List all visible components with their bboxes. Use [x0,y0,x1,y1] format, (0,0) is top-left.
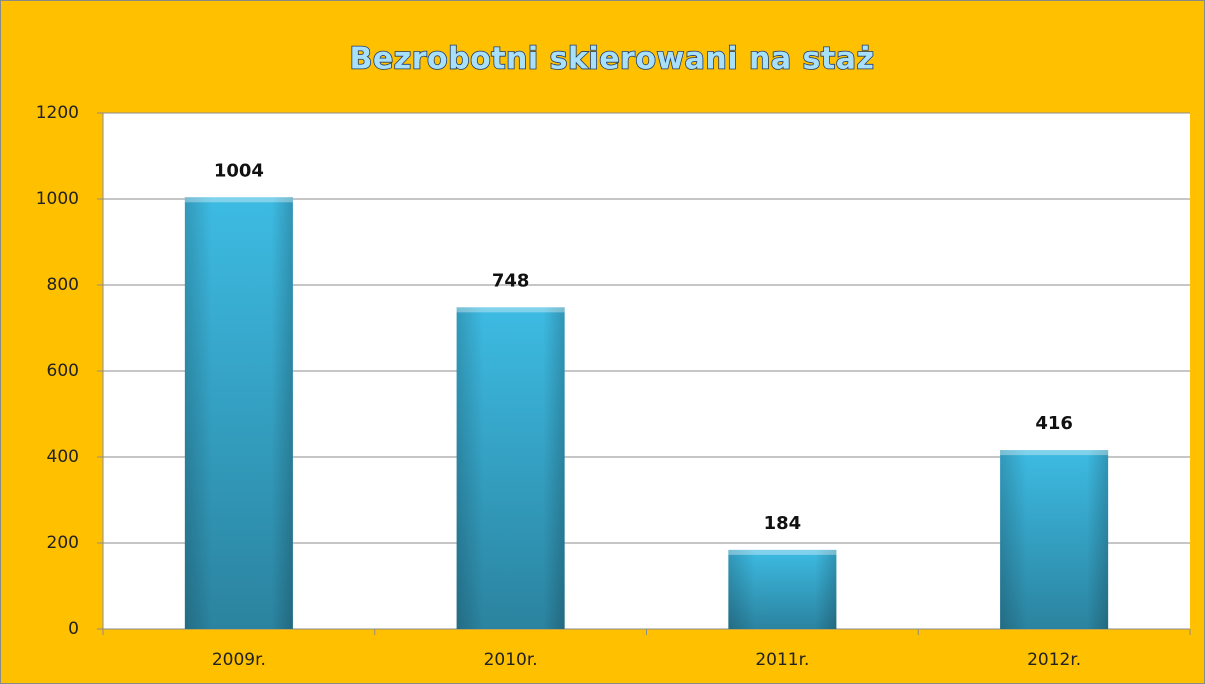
value-label: 416 [1035,413,1073,434]
y-tick-label: 200 [47,533,79,553]
bar-side [1000,450,1109,629]
y-tick-label: 1000 [36,189,79,209]
x-tick-label: 2010r. [484,650,538,670]
y-tick-label: 1200 [36,103,79,123]
y-tick-label: 400 [47,447,79,467]
y-tick-label: 800 [47,275,79,295]
bar-cap [184,197,293,203]
value-label: 1004 [214,160,264,181]
value-label: 748 [492,270,530,291]
bar-side [728,549,837,629]
bar-cap [728,549,837,555]
bar-side [456,307,565,629]
bar-side [184,197,293,629]
bar-cap [1000,450,1109,456]
chart-title: Bezrobotni skierowani na staż [350,42,875,77]
bar-cap [456,307,565,313]
y-tick-label: 600 [47,361,79,381]
x-tick-label: 2012r. [1027,650,1081,670]
x-tick-label: 2009r. [212,650,266,670]
value-label: 184 [764,513,802,534]
x-tick-label: 2011r. [755,650,809,670]
y-tick-label: 0 [68,619,79,639]
